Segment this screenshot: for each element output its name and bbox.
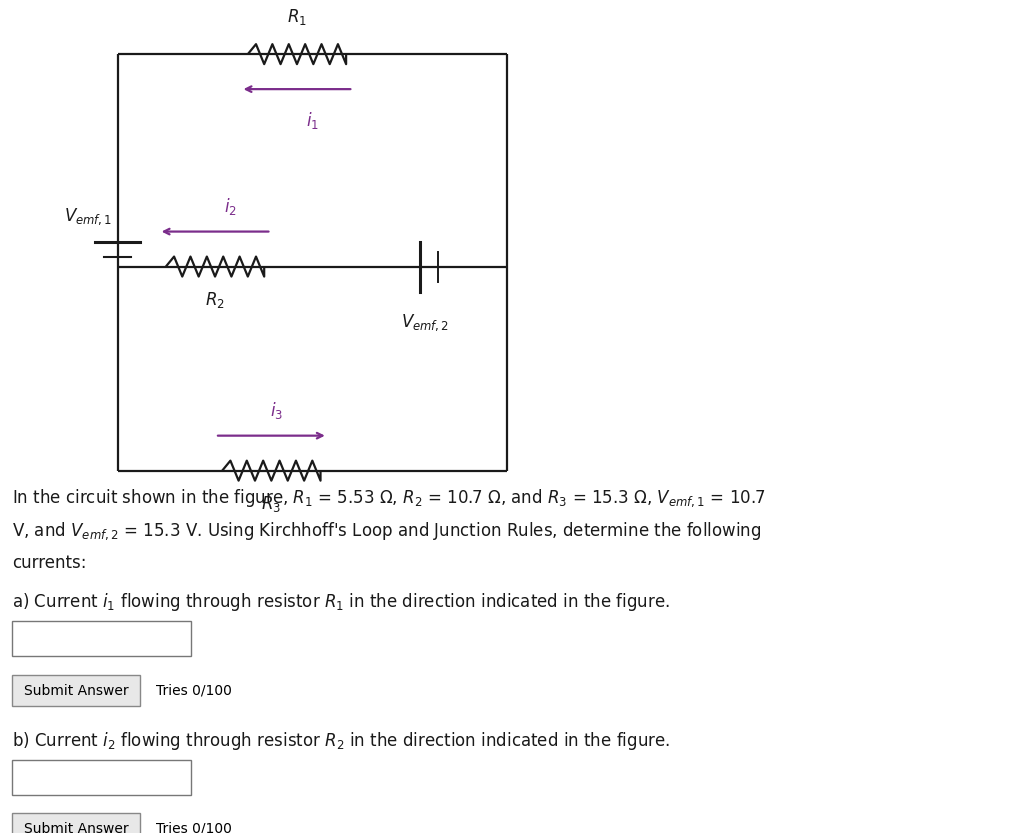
Text: In the circuit shown in the figure, $R_1$ = 5.53 Ω, $R_2$ = 10.7 Ω, and $R_3$ = : In the circuit shown in the figure, $R_1…: [12, 487, 766, 509]
Text: b) Current $i_2$ flowing through resistor $R_2$ in the direction indicated in th: b) Current $i_2$ flowing through resisto…: [12, 730, 671, 751]
Text: $R_1$: $R_1$: [287, 7, 307, 27]
Text: a) Current $i_1$ flowing through resistor $R_1$ in the direction indicated in th: a) Current $i_1$ flowing through resisto…: [12, 591, 670, 613]
Text: Submit Answer: Submit Answer: [24, 822, 129, 833]
Text: $R_3$: $R_3$: [261, 494, 282, 514]
Text: Tries 0/100: Tries 0/100: [156, 822, 231, 833]
Text: currents:: currents:: [12, 554, 87, 572]
Text: $R_2$: $R_2$: [205, 290, 225, 310]
FancyBboxPatch shape: [12, 621, 191, 656]
Text: $i_2$: $i_2$: [224, 196, 237, 217]
FancyBboxPatch shape: [12, 813, 140, 833]
Text: $i_3$: $i_3$: [270, 400, 283, 421]
Text: Submit Answer: Submit Answer: [24, 684, 129, 697]
Text: V, and $V_{emf,2}$ = 15.3 V. Using Kirchhoff's Loop and Junction Rules, determin: V, and $V_{emf,2}$ = 15.3 V. Using Kirch…: [12, 521, 762, 542]
FancyBboxPatch shape: [12, 760, 191, 795]
Text: $i_1$: $i_1$: [306, 110, 318, 131]
Text: $V_{emf,2}$: $V_{emf,2}$: [400, 312, 450, 333]
Text: Tries 0/100: Tries 0/100: [156, 684, 231, 697]
Text: $V_{emf,1}$: $V_{emf,1}$: [65, 207, 113, 227]
FancyBboxPatch shape: [12, 675, 140, 706]
